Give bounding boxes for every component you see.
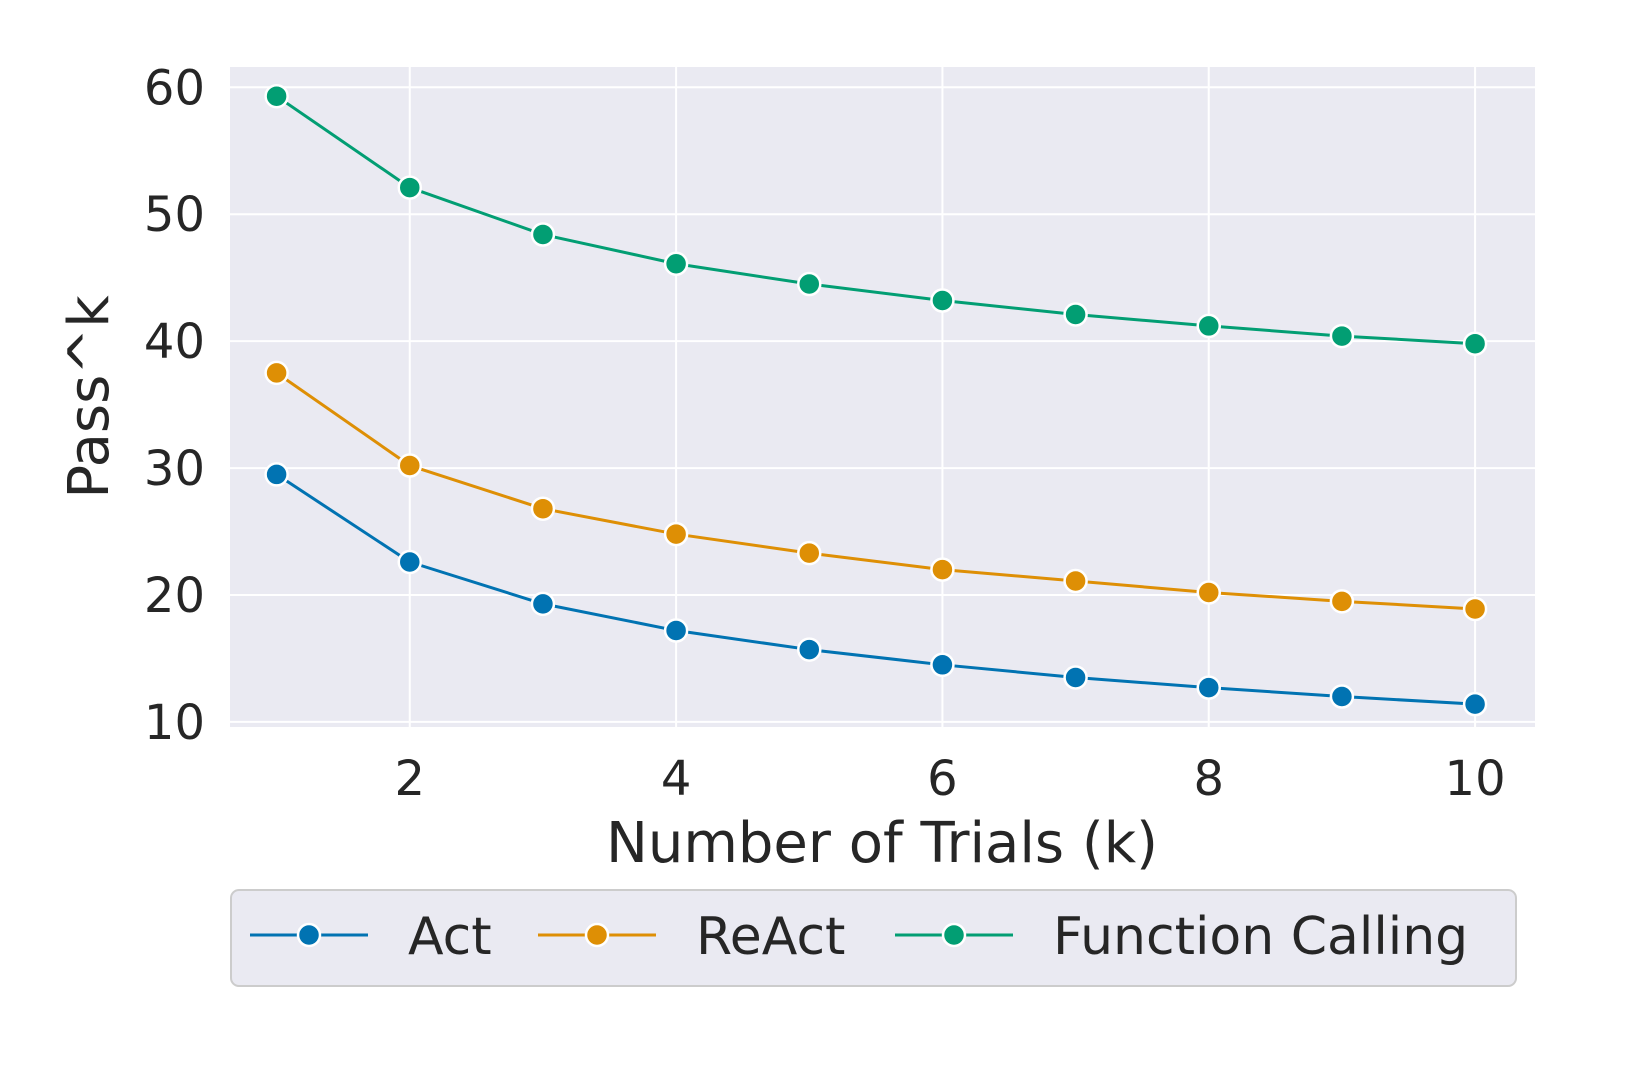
data-point (397, 175, 423, 200)
legend-marker-1 (584, 922, 610, 948)
data-point (1329, 323, 1355, 349)
data-point (530, 591, 556, 617)
x-tick-label: 8 (1193, 751, 1224, 807)
data-point (930, 652, 955, 678)
series-line-0 (275, 473, 1476, 706)
data-point (397, 549, 423, 575)
x-tick-label: 2 (394, 751, 425, 807)
data-point (1063, 568, 1088, 594)
x-tick-label: 4 (661, 751, 692, 807)
data-point (1329, 684, 1355, 709)
legend-marker-0 (296, 922, 322, 948)
legend-label-1: ReAct (696, 907, 845, 967)
data-point (530, 496, 556, 521)
y-tick-label: 60 (144, 60, 205, 116)
data-point (797, 540, 822, 566)
y-tick-label: 10 (144, 695, 205, 751)
series-lines (275, 94, 1476, 706)
data-point (397, 453, 423, 478)
series-line-1 (275, 371, 1476, 611)
legend-label-0: Act (408, 907, 492, 967)
x-tick-label: 10 (1445, 751, 1506, 807)
data-point (1196, 675, 1221, 700)
x-axis-label: Number of Trials (k) (606, 811, 1158, 876)
legend-box (230, 889, 1517, 987)
series-line-2 (275, 94, 1476, 346)
x-tick-labels: 2 4 6 8 10 (394, 751, 1505, 807)
y-tick-label: 50 (144, 187, 205, 243)
data-point (264, 83, 289, 109)
legend: Act ReAct Function Calling (230, 889, 1517, 987)
data-point (530, 222, 556, 247)
data-point (1462, 331, 1488, 356)
data-point (663, 251, 689, 276)
data-point (1462, 596, 1488, 622)
data-point (797, 271, 822, 297)
legend-label-2: Function Calling (1053, 907, 1468, 967)
data-point (264, 360, 289, 386)
data-point (797, 637, 822, 662)
y-axis-label: Pass^k (57, 295, 122, 499)
data-point (930, 557, 955, 582)
data-point (264, 462, 289, 487)
y-tick-label: 20 (144, 568, 205, 624)
data-point (930, 288, 955, 313)
data-point (1329, 589, 1355, 614)
plot-area (230, 67, 1535, 727)
series-points (264, 83, 1488, 717)
grid (230, 67, 1535, 727)
y-tick-label: 30 (144, 441, 205, 497)
y-tick-label: 40 (144, 314, 205, 370)
data-point (1462, 691, 1488, 717)
legend-marker-2 (941, 922, 967, 948)
data-point (1196, 580, 1221, 605)
data-point (1063, 665, 1088, 690)
data-point (663, 521, 689, 547)
data-point (663, 618, 689, 643)
y-tick-labels: 10 20 30 40 50 60 (144, 60, 205, 751)
data-point (1196, 313, 1221, 339)
data-point (1063, 302, 1088, 327)
x-tick-label: 6 (927, 751, 958, 807)
